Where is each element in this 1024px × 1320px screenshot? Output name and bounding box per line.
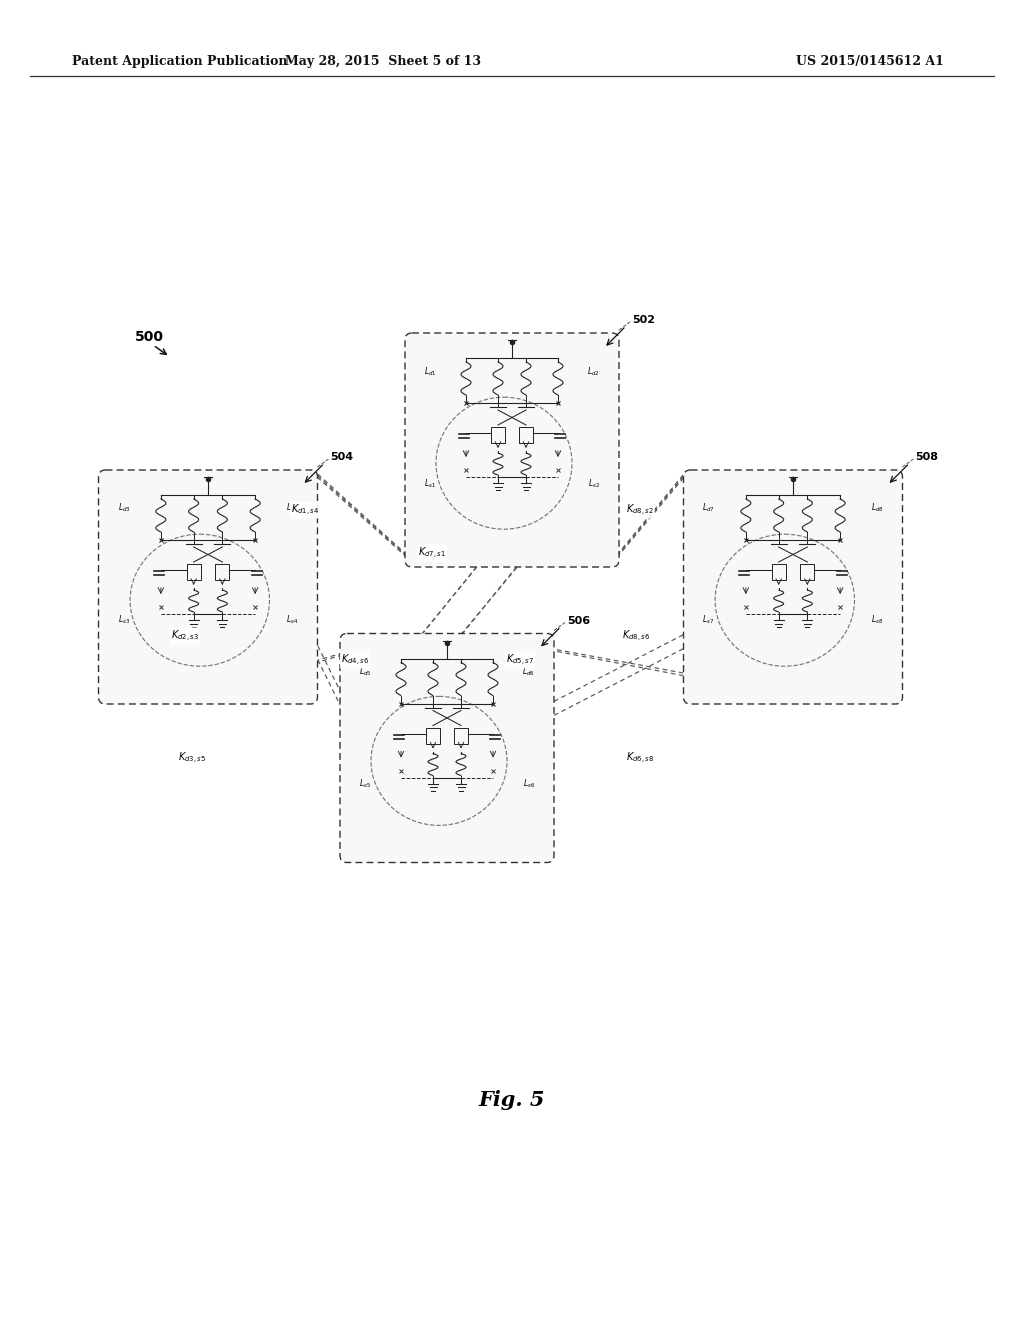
Text: Fig. 5: Fig. 5 <box>479 1090 545 1110</box>
Text: 508: 508 <box>915 451 939 462</box>
Bar <box>186 564 201 579</box>
Text: $\mathit{L_{d2}}$: $\mathit{L_{d2}}$ <box>588 366 600 378</box>
Text: $K_{d2,s3}$: $K_{d2,s3}$ <box>171 628 199 644</box>
Text: $K_{d7,s1}$: $K_{d7,s1}$ <box>418 545 445 561</box>
FancyBboxPatch shape <box>98 470 317 704</box>
Text: Patent Application Publication: Patent Application Publication <box>72 55 288 69</box>
Text: May 28, 2015  Sheet 5 of 13: May 28, 2015 Sheet 5 of 13 <box>285 55 481 69</box>
Text: US 2015/0145612 A1: US 2015/0145612 A1 <box>796 55 944 69</box>
Text: $\mathit{L_{s5}}$: $\mathit{L_{s5}}$ <box>359 777 371 789</box>
FancyBboxPatch shape <box>340 634 554 862</box>
Text: $\mathit{L_{s6}}$: $\mathit{L_{s6}}$ <box>523 777 535 789</box>
Text: $K_{d6,s8}$: $K_{d6,s8}$ <box>626 751 654 766</box>
Text: $\mathit{L_{d5}}$: $\mathit{L_{d5}}$ <box>359 665 372 678</box>
Text: 500: 500 <box>135 330 164 345</box>
Text: $\mathit{L_{d4}}$: $\mathit{L_{d4}}$ <box>286 502 299 515</box>
Bar <box>519 426 534 444</box>
Text: $K_{d8,s6}$: $K_{d8,s6}$ <box>622 628 650 644</box>
Bar <box>801 564 814 579</box>
Text: 502: 502 <box>632 315 655 325</box>
Text: 506: 506 <box>567 615 590 626</box>
Text: $\mathit{L_{s1}}$: $\mathit{L_{s1}}$ <box>424 477 436 490</box>
Text: $K_{d8,s2}$: $K_{d8,s2}$ <box>626 503 654 517</box>
Text: $\mathit{L_{s4}}$: $\mathit{L_{s4}}$ <box>287 614 299 627</box>
Text: $\mathit{L_{s8}}$: $\mathit{L_{s8}}$ <box>871 614 884 627</box>
FancyBboxPatch shape <box>406 333 618 568</box>
Text: $\mathit{L_{d7}}$: $\mathit{L_{d7}}$ <box>702 502 715 515</box>
Text: $K_{d3,s5}$: $K_{d3,s5}$ <box>178 751 206 766</box>
Bar <box>454 727 468 743</box>
Bar <box>490 426 505 444</box>
Text: $\mathit{L_{d3}}$: $\mathit{L_{d3}}$ <box>118 502 130 515</box>
Bar <box>772 564 785 579</box>
Bar <box>426 727 440 743</box>
Text: $\mathit{L_{s2}}$: $\mathit{L_{s2}}$ <box>588 477 600 490</box>
Text: $\mathit{L_{s7}}$: $\mathit{L_{s7}}$ <box>702 614 715 627</box>
Text: $K_{d4,s6}$: $K_{d4,s6}$ <box>341 652 369 668</box>
Text: $\mathit{L_{s3}}$: $\mathit{L_{s3}}$ <box>118 614 130 627</box>
Bar <box>215 564 229 579</box>
Text: $\mathit{L_{d6}}$: $\mathit{L_{d6}}$ <box>522 665 535 678</box>
Text: $\mathit{L_{d1}}$: $\mathit{L_{d1}}$ <box>424 366 436 378</box>
Text: $K_{d5,s7}$: $K_{d5,s7}$ <box>506 652 534 668</box>
Text: $K_{d1,s4}$: $K_{d1,s4}$ <box>291 503 319 517</box>
Text: 504: 504 <box>331 451 353 462</box>
Text: $\mathit{L_{d8}}$: $\mathit{L_{d8}}$ <box>870 502 884 515</box>
FancyBboxPatch shape <box>683 470 902 704</box>
